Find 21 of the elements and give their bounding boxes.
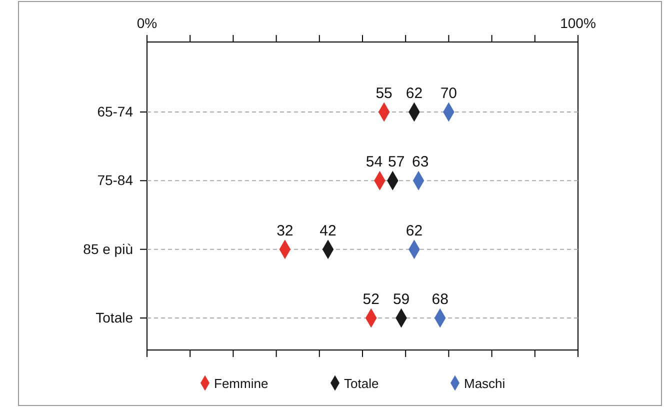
data-label: 32: [276, 222, 294, 240]
legend-label: Maschi: [464, 376, 506, 391]
data-label: 54: [366, 154, 383, 171]
x-tick-label: 0%: [136, 15, 158, 31]
data-label: 68: [432, 291, 448, 308]
data-label: 62: [406, 222, 423, 240]
y-tick-label: 65-74: [97, 103, 134, 120]
x-tick-label: 100%: [560, 15, 596, 31]
data-label: 57: [388, 154, 405, 171]
data-label: 62: [406, 85, 423, 102]
data-label: 70: [440, 85, 458, 102]
data-label: 42: [320, 222, 336, 240]
data-label: 63: [412, 154, 429, 171]
legend-label: Totale: [344, 376, 379, 391]
data-label: 52: [362, 291, 380, 308]
y-tick-label: 85 e più: [83, 240, 133, 257]
y-tick-label: 75-84: [97, 172, 134, 188]
y-tick-label: Totale: [96, 309, 134, 326]
data-label: 59: [392, 291, 410, 308]
data-label: 55: [376, 85, 392, 102]
legend-label: Femmine: [214, 376, 268, 391]
